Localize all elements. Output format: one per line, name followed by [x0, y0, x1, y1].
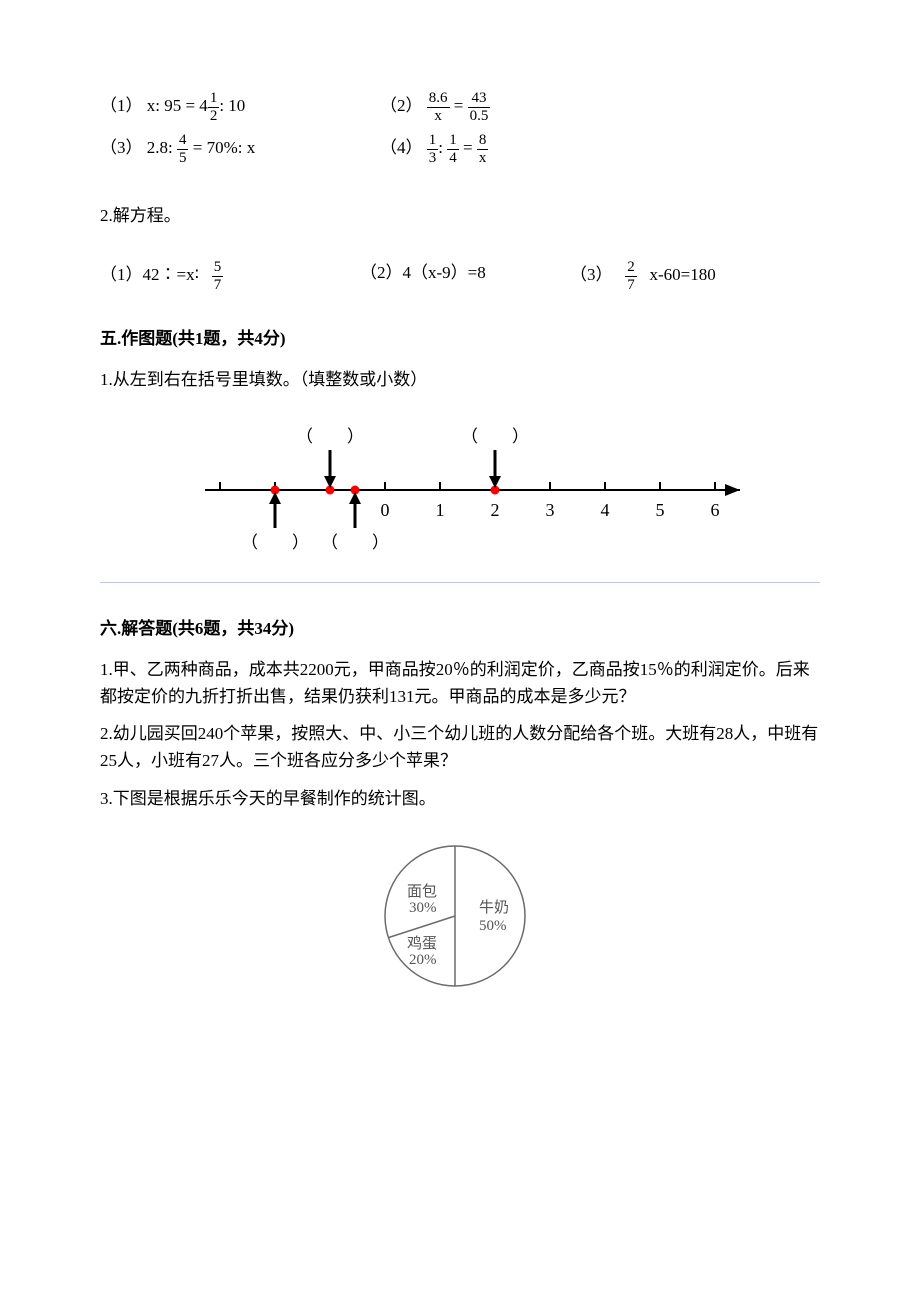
svg-text:20%: 20% — [409, 952, 437, 968]
svg-text:（ ）: （ ） — [296, 427, 364, 446]
svg-text:30%: 30% — [409, 900, 437, 916]
svg-text:1: 1 — [436, 500, 445, 520]
svg-text:（ ）: （ ） — [461, 427, 529, 446]
q6-3: 3.下图是根据乐乐今天的早餐制作的统计图。 — [100, 785, 820, 812]
proportion-equations: （1） x: 95 = 412: 10 （2） 8.6x = 430.5 （3）… — [100, 90, 820, 166]
svg-text:牛奶: 牛奶 — [479, 899, 509, 916]
svg-text:2: 2 — [491, 500, 500, 520]
fraction: 430.5 — [468, 90, 491, 124]
eq-text: （3） — [570, 265, 613, 284]
fraction: 8x — [477, 132, 489, 166]
eq-2: （2） 8.6x = 430.5 — [380, 90, 640, 124]
svg-text:50%: 50% — [479, 918, 507, 934]
fraction: 45 — [177, 132, 189, 166]
q6-1: 1.甲、乙两种商品，成本共2200元，甲商品按20％的利润定价，乙商品按15％的… — [100, 656, 820, 710]
number-line-figure: 0 1 2 3 4 5 6 （ ） （ ） （ ） （ ） — [100, 420, 820, 570]
fraction: 14 — [447, 132, 459, 166]
fraction: 8.6x — [427, 90, 450, 124]
solve-2: （2）4（x-9）=8 — [360, 259, 530, 293]
solve-1: （1）42∶=x∶ 57 — [100, 259, 320, 293]
eq-1: （1） x: 95 = 412: 10 — [100, 90, 380, 124]
solve-3: （3） 27 x-60=180 — [570, 259, 716, 293]
eq-text: 2.8: — [147, 138, 177, 157]
eq-label: （2） — [380, 96, 423, 115]
svg-text:4: 4 — [601, 500, 610, 520]
eq-label: （1） — [100, 96, 143, 115]
svg-text:鸡蛋: 鸡蛋 — [407, 935, 437, 952]
pie-figure: 牛奶 50% 面包30% 鸡蛋20% — [100, 836, 820, 1006]
eq-label: （4） — [380, 138, 423, 157]
eq-4: （4） 13: 14 = 8x — [380, 132, 640, 166]
fraction: 57 — [212, 259, 224, 293]
eq-text: : 10 — [219, 96, 245, 115]
eq-text: x-60=180 — [650, 265, 716, 284]
eq-text: = — [450, 96, 468, 115]
eq-text: = — [459, 138, 477, 157]
section6-title: 六.解答题(共6题，共34分) — [100, 615, 820, 642]
solve-equations: （1）42∶=x∶ 57 （2）4（x-9）=8 （3） 27 x-60=180 — [100, 259, 820, 293]
fraction: 13 — [427, 132, 439, 166]
number-line-svg: 0 1 2 3 4 5 6 （ ） （ ） （ ） （ ） — [180, 420, 740, 570]
eq-3: （3） 2.8: 45 = 70%: x — [100, 132, 380, 166]
svg-text:5: 5 — [656, 500, 665, 520]
eq-text: = 70%: x — [188, 138, 255, 157]
eq-text: x: 95 = 4 — [147, 96, 208, 115]
svg-text:0: 0 — [381, 500, 390, 520]
separator — [100, 582, 820, 583]
pie-svg: 牛奶 50% 面包30% 鸡蛋20% — [375, 836, 545, 1006]
section5-q1: 1.从左到右在括号里填数。（填整数或小数） — [100, 366, 820, 393]
svg-text:面包: 面包 — [407, 883, 437, 900]
svg-text:（ ）: （ ） — [321, 533, 389, 552]
eq-row-1: （1） x: 95 = 412: 10 （2） 8.6x = 430.5 — [100, 90, 820, 124]
q6-2: 2.幼儿园买回240个苹果，按照大、中、小三个幼儿班的人数分配给各个班。大班有2… — [100, 720, 820, 774]
eq-text: （1）42∶=x∶ — [100, 265, 199, 284]
q2-title: 2.解方程。 — [100, 202, 820, 229]
eq-text: （2）4（x-9）=8 — [360, 263, 486, 282]
section5-title: 五.作图题(共1题，共4分) — [100, 325, 820, 352]
svg-text:3: 3 — [546, 500, 555, 520]
eq-text: : — [438, 138, 447, 157]
svg-text:6: 6 — [711, 500, 720, 520]
eq-label: （3） — [100, 138, 143, 157]
eq-row-2: （3） 2.8: 45 = 70%: x （4） 13: 14 = 8x — [100, 132, 820, 166]
fraction: 12 — [208, 90, 220, 124]
svg-text:（ ）: （ ） — [241, 533, 309, 552]
fraction: 27 — [625, 259, 637, 293]
